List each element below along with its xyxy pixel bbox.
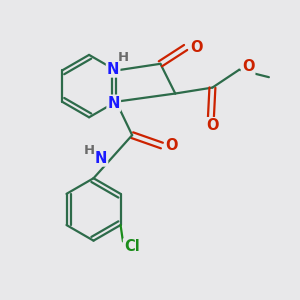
- Text: O: O: [206, 118, 219, 133]
- Text: N: N: [95, 151, 107, 166]
- Text: H: H: [118, 51, 129, 64]
- Text: H: H: [83, 144, 94, 158]
- Text: N: N: [107, 61, 119, 76]
- Text: N: N: [107, 96, 120, 111]
- Text: O: O: [190, 40, 202, 55]
- Text: Cl: Cl: [124, 239, 140, 254]
- Text: O: O: [242, 59, 254, 74]
- Text: O: O: [165, 138, 178, 153]
